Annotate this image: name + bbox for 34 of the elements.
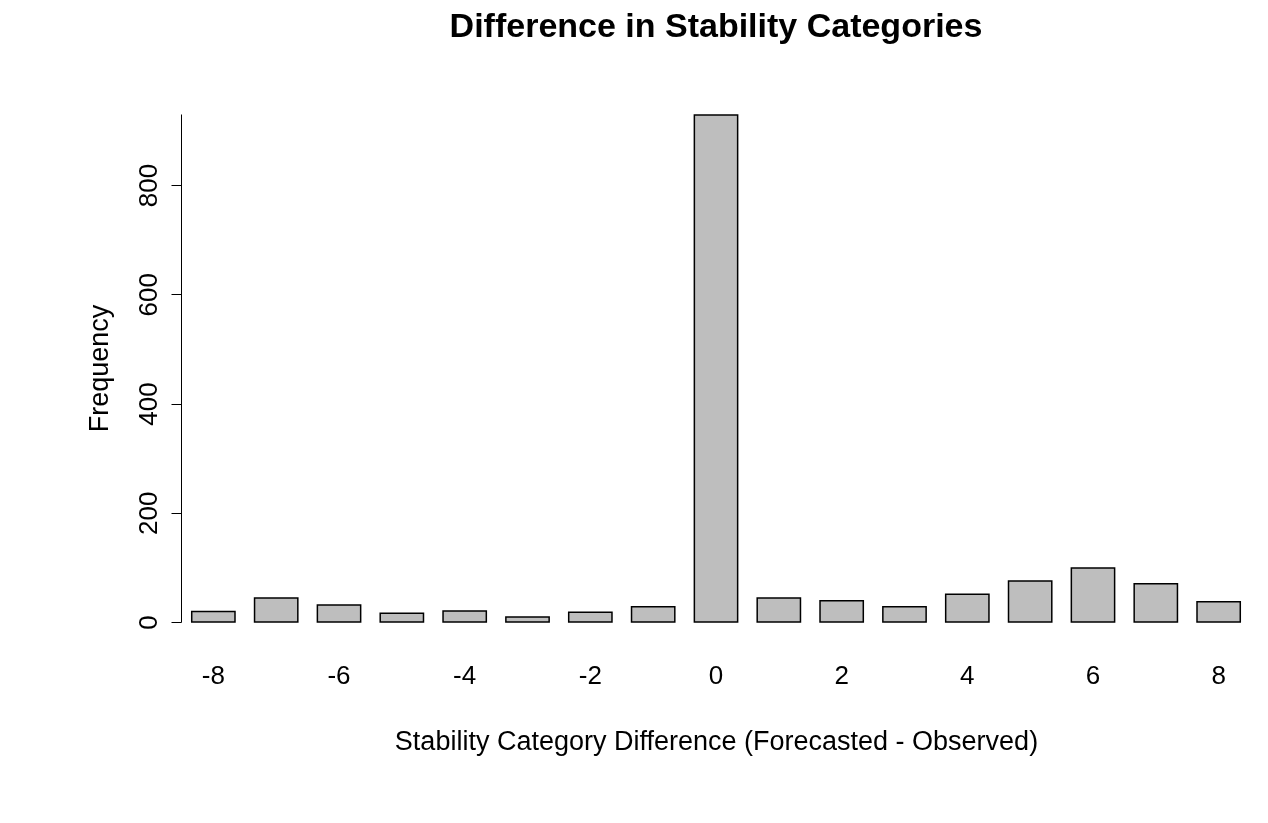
bar [253, 597, 299, 623]
x-tick-label: 8 [1211, 659, 1226, 690]
bar [882, 605, 927, 623]
bar [379, 612, 425, 623]
bar [819, 599, 865, 623]
y-tick-label: 800 [132, 163, 163, 208]
bar [1196, 601, 1242, 623]
x-tick-label: -2 [578, 659, 602, 690]
bar [1133, 583, 1179, 623]
y-tick-label: 200 [132, 491, 163, 535]
x-tick-label: 0 [708, 659, 724, 690]
bar [944, 593, 990, 623]
y-tick-label: 600 [132, 273, 163, 317]
bar [190, 610, 236, 623]
bar [505, 616, 550, 623]
x-axis-title: Stability Category Difference (Forecasted - Observed) [394, 725, 1039, 756]
x-tick-label: 2 [834, 659, 849, 690]
x-tick-label: 4 [960, 659, 975, 690]
bar [316, 604, 362, 623]
bar [442, 610, 488, 623]
bar [1007, 580, 1053, 623]
y-tick-label: 0 [132, 615, 163, 630]
x-tick-label: -8 [201, 659, 225, 690]
bar [756, 597, 802, 623]
bar [693, 114, 739, 623]
y-axis-title: Frequency [83, 304, 114, 433]
x-tick-label: -6 [327, 659, 351, 690]
x-tick-label: 6 [1085, 659, 1101, 690]
bar [630, 605, 676, 623]
bar [1070, 567, 1116, 623]
y-tick-label: 400 [132, 382, 163, 426]
x-tick-label: -4 [453, 659, 477, 690]
bar [567, 611, 613, 623]
chart-title: Difference in Stability Categories [449, 6, 983, 44]
